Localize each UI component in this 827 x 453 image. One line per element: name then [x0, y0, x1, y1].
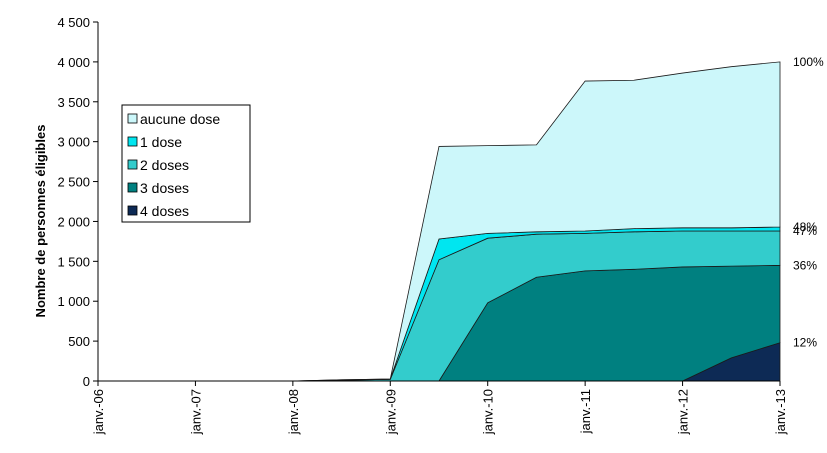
x-tick-label: janv.-07 [188, 389, 203, 435]
x-tick-label: janv.-10 [481, 389, 496, 435]
y-tick-label: 1 000 [57, 294, 90, 309]
y-axis-label: Nombre de personnes éligibles [33, 125, 48, 318]
legend-label: 4 doses [140, 203, 189, 219]
chart-areas [98, 61, 781, 382]
legend-label: 1 dose [140, 134, 182, 150]
y-axis: 0 500 1 000 1 500 2 000 2 500 3 000 3 500 4 000 4… [57, 15, 99, 389]
x-tick-label: janv.-13 [773, 389, 788, 435]
y-tick-label: 3 500 [57, 95, 90, 110]
legend-swatch [127, 136, 138, 147]
legend-label: 2 doses [140, 157, 189, 173]
y-tick-label: 4 500 [57, 15, 90, 30]
end-label: 100% [793, 55, 824, 69]
end-label: 47% [793, 224, 817, 238]
x-tick-label: janv.-12 [676, 389, 691, 435]
y-tick-label: 500 [68, 334, 90, 349]
end-label: 12% [793, 336, 817, 350]
x-tick-label: janv.-11 [578, 389, 593, 434]
x-tick-label: janv.-09 [383, 389, 398, 435]
legend-label: 3 doses [140, 180, 189, 196]
x-tick-label: janv.-06 [91, 389, 106, 435]
area-aucune-dose [98, 61, 781, 382]
legend-label: aucune dose [140, 111, 220, 127]
legend-box [121, 104, 251, 223]
y-tick-label: 2 500 [57, 175, 90, 190]
end-labels: 100% 48%47% 36% 12% [793, 55, 824, 350]
legend-swatch [127, 205, 138, 216]
y-tick-label: 4 000 [57, 55, 90, 70]
legend-swatch [127, 182, 138, 193]
y-tick-label: 2 000 [57, 214, 90, 229]
legend: aucune dose 1 dose 2 doses 3 doses 4 doses [121, 104, 251, 223]
y-tick-label: 1 500 [57, 254, 90, 269]
legend-swatch [127, 113, 138, 124]
end-label: 36% [793, 258, 817, 272]
legend-swatch [127, 159, 138, 170]
y-tick-label: 0 [83, 374, 90, 389]
x-axis: janv.-06 janv.-07 janv.-08 janv.-09 janv.-10… [91, 380, 788, 435]
y-tick-label: 3 000 [57, 135, 90, 150]
x-tick-label: janv.-08 [286, 389, 301, 435]
end-label: 48% [793, 220, 817, 234]
